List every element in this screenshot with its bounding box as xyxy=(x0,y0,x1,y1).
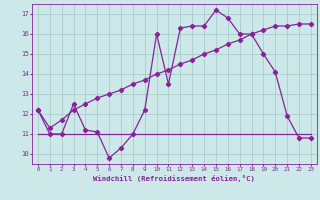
X-axis label: Windchill (Refroidissement éolien,°C): Windchill (Refroidissement éolien,°C) xyxy=(93,175,255,182)
